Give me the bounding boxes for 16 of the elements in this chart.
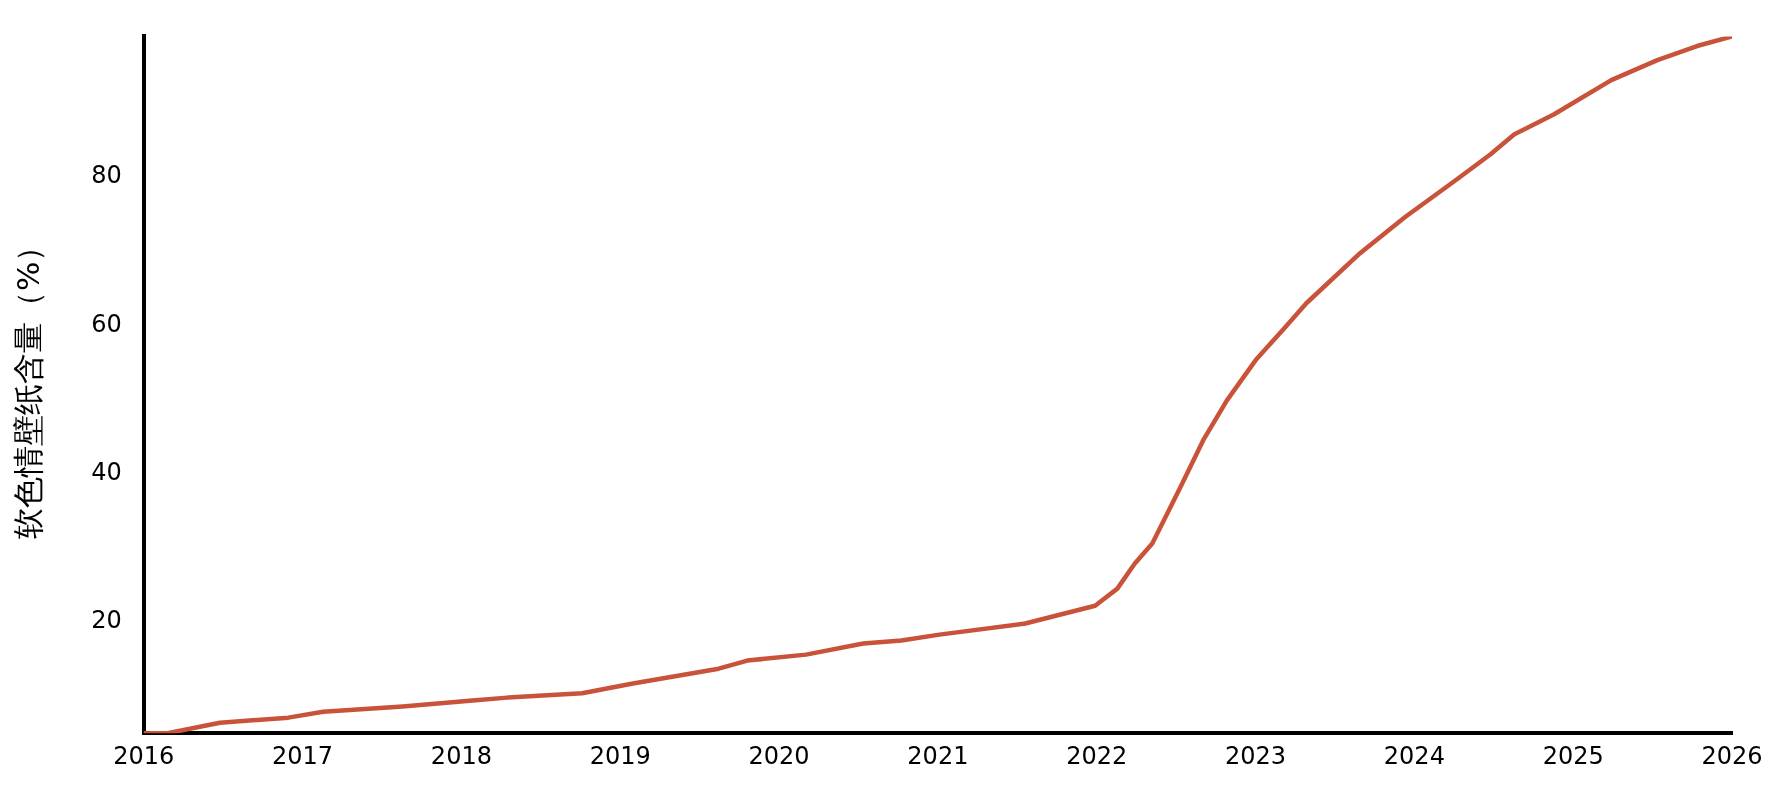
y-tick-label: 40 xyxy=(91,457,122,486)
x-tick-label: 2022 xyxy=(1066,741,1128,770)
y-tick-label: 80 xyxy=(91,161,122,190)
x-tick-label: 2018 xyxy=(430,741,492,770)
x-tick-label: 2020 xyxy=(748,741,810,770)
x-tick-label: 2017 xyxy=(272,741,334,770)
x-tick-label: 2023 xyxy=(1224,741,1287,770)
y-axis-title: 软色情壁纸含量（%） xyxy=(9,230,46,540)
x-tick-label: 2021 xyxy=(907,741,969,770)
y-tick-label: 60 xyxy=(91,309,122,338)
x-tick-label: 2019 xyxy=(589,741,651,770)
x-tick-label: 2025 xyxy=(1542,741,1604,770)
x-tick-label: 2026 xyxy=(1701,741,1763,770)
y-tick-label: 20 xyxy=(91,606,122,635)
x-tick-label: 2024 xyxy=(1383,741,1445,770)
x-tick-label: 2016 xyxy=(113,741,175,770)
